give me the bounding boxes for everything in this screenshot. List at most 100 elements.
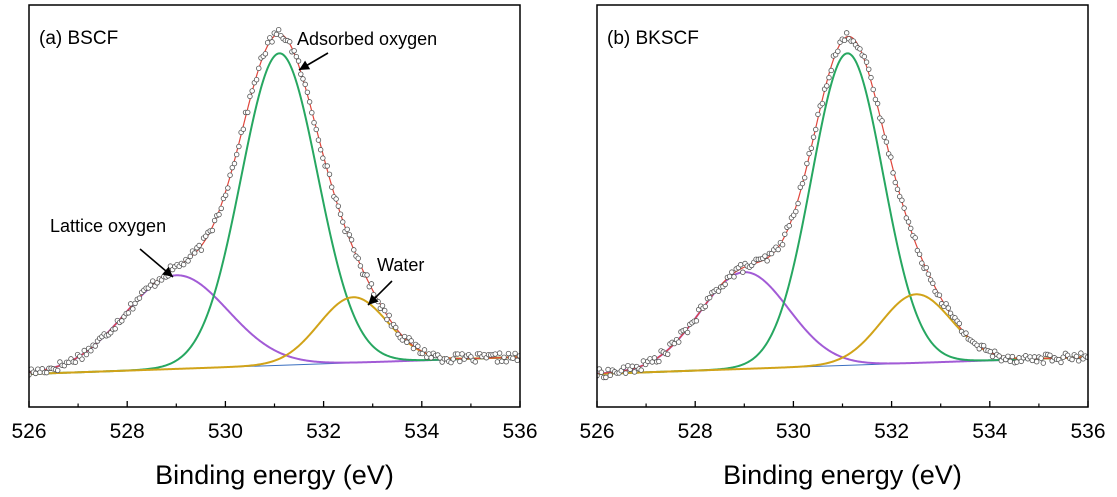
data-point (892, 179, 898, 186)
data-point (355, 255, 361, 262)
data-point (428, 355, 434, 361)
data-point (225, 185, 231, 191)
data-point (510, 355, 516, 361)
data-point (203, 233, 209, 239)
data-point (1047, 352, 1053, 358)
data-point (494, 359, 501, 365)
data-point (605, 366, 611, 373)
data-point (313, 126, 319, 133)
data-point (393, 324, 399, 331)
x-tick-label: 532 (306, 420, 341, 443)
data-point (287, 39, 293, 45)
data-point (132, 300, 138, 307)
data-point (240, 126, 247, 132)
data-point (863, 59, 870, 65)
data-point (989, 353, 996, 360)
data-point (227, 172, 233, 178)
data-point (337, 211, 344, 217)
data-point (1060, 354, 1066, 360)
data-point (298, 71, 304, 77)
data-point (656, 358, 662, 365)
data-point (180, 261, 187, 268)
data-point (868, 74, 874, 81)
data-point (192, 250, 198, 256)
panel-b: 526 528 530 532 534 536 Binding energy (eV) (b)… (579, 4, 1106, 490)
data-point (351, 247, 357, 253)
x-tick-label: 534 (404, 420, 439, 443)
data-point (229, 164, 235, 171)
x-tick-label: 528 (110, 420, 145, 443)
data-point (302, 81, 308, 88)
data-point (905, 219, 912, 225)
data-point (861, 53, 868, 60)
data-point (410, 345, 417, 352)
data-point (1009, 353, 1016, 360)
data-point (843, 30, 850, 36)
data-point (505, 350, 512, 357)
data-point (706, 294, 713, 301)
data-point (764, 258, 770, 264)
data-point (702, 303, 708, 310)
data-point (311, 119, 317, 126)
data-point (382, 307, 388, 314)
data-point (127, 301, 134, 307)
data-point (874, 100, 881, 107)
data-point (888, 154, 894, 160)
data-point (209, 227, 216, 234)
data-point (130, 306, 136, 312)
data-point (872, 96, 879, 103)
annotation-arrowhead (299, 60, 311, 70)
data-point (1031, 354, 1038, 360)
data-point (651, 355, 658, 361)
data-point (810, 134, 817, 140)
data-point (808, 145, 815, 151)
data-point (245, 109, 251, 116)
data-point (472, 359, 479, 365)
data-point (786, 223, 792, 229)
data-point (779, 242, 786, 248)
data-point (731, 274, 737, 280)
data-point (629, 363, 636, 369)
x-tick-label: 534 (972, 420, 1007, 443)
data-point (83, 351, 90, 358)
data-point (401, 333, 408, 340)
data-point (512, 350, 518, 357)
data-point (815, 111, 821, 118)
data-point (92, 343, 98, 349)
data-point (638, 367, 644, 373)
data-point (901, 205, 907, 211)
data-point (919, 260, 925, 266)
data-point (782, 231, 788, 237)
data-points (597, 30, 1088, 381)
data-point (956, 320, 963, 327)
data-point (607, 372, 613, 379)
data-point (620, 364, 627, 370)
x-tick-label: 526 (11, 420, 46, 443)
x-axis-title: Binding energy (eV) (723, 460, 962, 490)
data-point (236, 143, 242, 150)
data-point (216, 211, 222, 218)
data-point (925, 271, 932, 277)
data-point (267, 35, 273, 41)
data-point (841, 37, 848, 44)
annotation-water: Water (377, 255, 424, 275)
data-point (346, 232, 353, 238)
data-point (32, 370, 39, 377)
data-point (253, 76, 260, 83)
data-point (813, 126, 819, 133)
data-point (996, 353, 1002, 359)
data-point (890, 170, 896, 176)
x-tick-label: 532 (874, 420, 909, 443)
data-point (315, 137, 322, 143)
data-point (264, 40, 271, 46)
data-point (1014, 359, 1020, 365)
data-point (43, 369, 50, 376)
data-point (824, 83, 830, 89)
data-point (125, 310, 132, 316)
data-point (1075, 358, 1082, 364)
data-point (415, 343, 421, 349)
data-point (273, 31, 280, 38)
data-points (29, 27, 520, 378)
x-tick-label: 526 (579, 420, 614, 443)
data-point (379, 303, 386, 309)
